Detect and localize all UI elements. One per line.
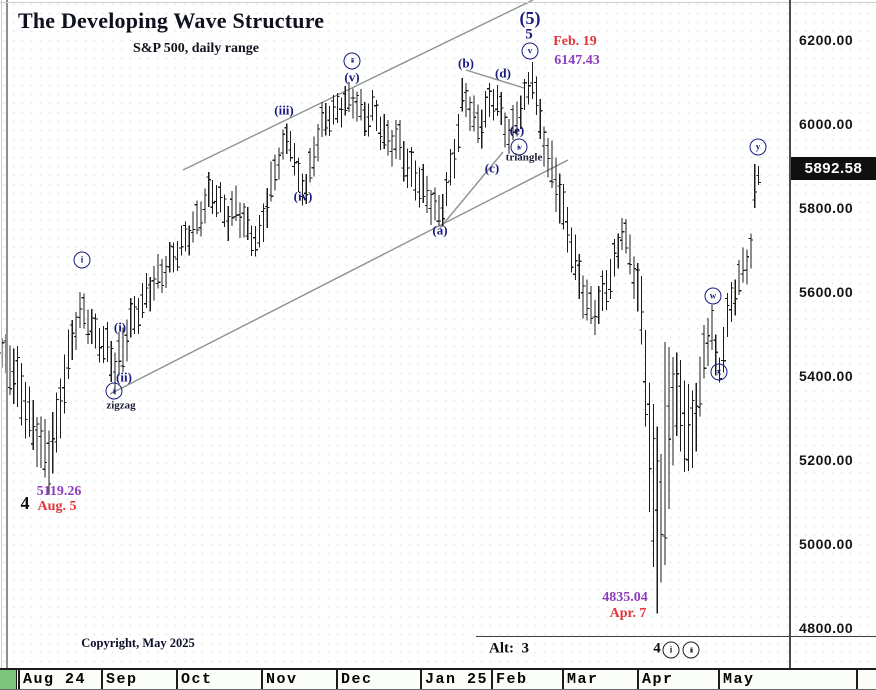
wave-c: (c) <box>484 160 500 176</box>
price-bars-svg <box>0 0 761 614</box>
axis-label-6200: 6200.00 <box>799 32 854 48</box>
alt-wave-ii-circled: ii <box>682 641 700 659</box>
axis-label-5200: 5200.00 <box>799 452 854 468</box>
month-cell-aug-24: Aug 24 <box>18 670 101 689</box>
axis-label-6000: 6000.00 <box>799 116 854 132</box>
axis-label-4800: 4800.00 <box>799 620 854 636</box>
month-cell-sep: Sep <box>101 670 176 689</box>
alt-count-divider-line <box>476 636 876 637</box>
wave-b: (b) <box>458 55 474 71</box>
alt-wave-i-circled: i <box>662 641 680 659</box>
chart-subtitle: S&P 500, daily range <box>132 41 260 56</box>
month-cell-feb: Feb <box>491 670 562 689</box>
month-cell-end <box>856 670 876 689</box>
wave-a: (a) <box>432 222 448 238</box>
aug5-date: Aug. 5 <box>37 499 77 514</box>
month-cell-mar: Mar <box>562 670 637 689</box>
wave-5-minor: 5 <box>525 26 533 43</box>
triangle-label: triangle <box>505 151 543 164</box>
feb19-date: Feb. 19 <box>553 34 597 49</box>
top-frame-line <box>0 2 876 3</box>
copyright-line: Copyright, May 2025 <box>81 636 195 650</box>
wave-ii-minuette: (ii) <box>116 369 132 385</box>
axis-label-5400: 5400.00 <box>799 368 854 384</box>
wave-v-minuette: (v) <box>344 69 360 85</box>
zigzag-label: zigzag <box>106 399 136 412</box>
wave-4-primary: 4 <box>20 493 30 513</box>
axis-label-5000: 5000.00 <box>799 536 854 552</box>
month-cell-dec: Dec <box>336 670 420 689</box>
corner-green-square <box>0 670 17 689</box>
wave-w-minute-circled: w <box>704 287 722 305</box>
apr7-date: Apr. 7 <box>609 606 647 621</box>
left-frame-line-inner <box>6 0 8 668</box>
wave-d: (d) <box>495 65 511 81</box>
alt-wave-4: 4 <box>653 640 661 657</box>
apr7-price: 4835.04 <box>602 590 648 605</box>
wave-y-minute-circled: y <box>749 138 767 156</box>
month-cell-jan-25: Jan 25 <box>420 670 491 689</box>
feb19-price: 6147.43 <box>554 53 600 68</box>
wave-iv-minuette: (iv) <box>293 188 313 204</box>
aug5-price: 5119.26 <box>36 484 82 499</box>
wave-iii-minute-circled: iii <box>343 52 361 70</box>
wave-x-minute-circled: x <box>710 363 728 381</box>
left-frame-line-outer <box>1 0 2 668</box>
month-cell-oct: Oct <box>176 670 261 689</box>
month-axis-bar: Aug 24 Sep Oct Nov Dec Jan 25 Feb Mar Apr May <box>0 668 876 690</box>
wave-5-intermediate: (5) <box>519 8 541 28</box>
chart-title: The Developing Wave Structure <box>18 8 325 33</box>
month-cell-nov: Nov <box>261 670 336 689</box>
wave-iv-minute-circled: iv <box>510 138 528 156</box>
month-cell-may: May <box>718 670 856 689</box>
month-cell-apr: Apr <box>637 670 718 689</box>
axis-label-5800: 5800.00 <box>799 200 854 216</box>
wave-iii-minuette: (iii) <box>274 102 294 118</box>
wave-i-minute-circled: i <box>73 251 91 269</box>
last-price-box: 5892.58 <box>791 157 876 180</box>
alt-count-label: Alt: 3 <box>489 640 529 657</box>
price-axis-line <box>789 0 791 668</box>
wave-i-minuette: (i) <box>113 319 127 335</box>
wave-e: (e) <box>509 122 525 138</box>
wave-ii-minute-circled: ii <box>105 382 123 400</box>
axis-label-5600: 5600.00 <box>799 284 854 300</box>
wave-v-minute-circled: v <box>521 42 539 60</box>
